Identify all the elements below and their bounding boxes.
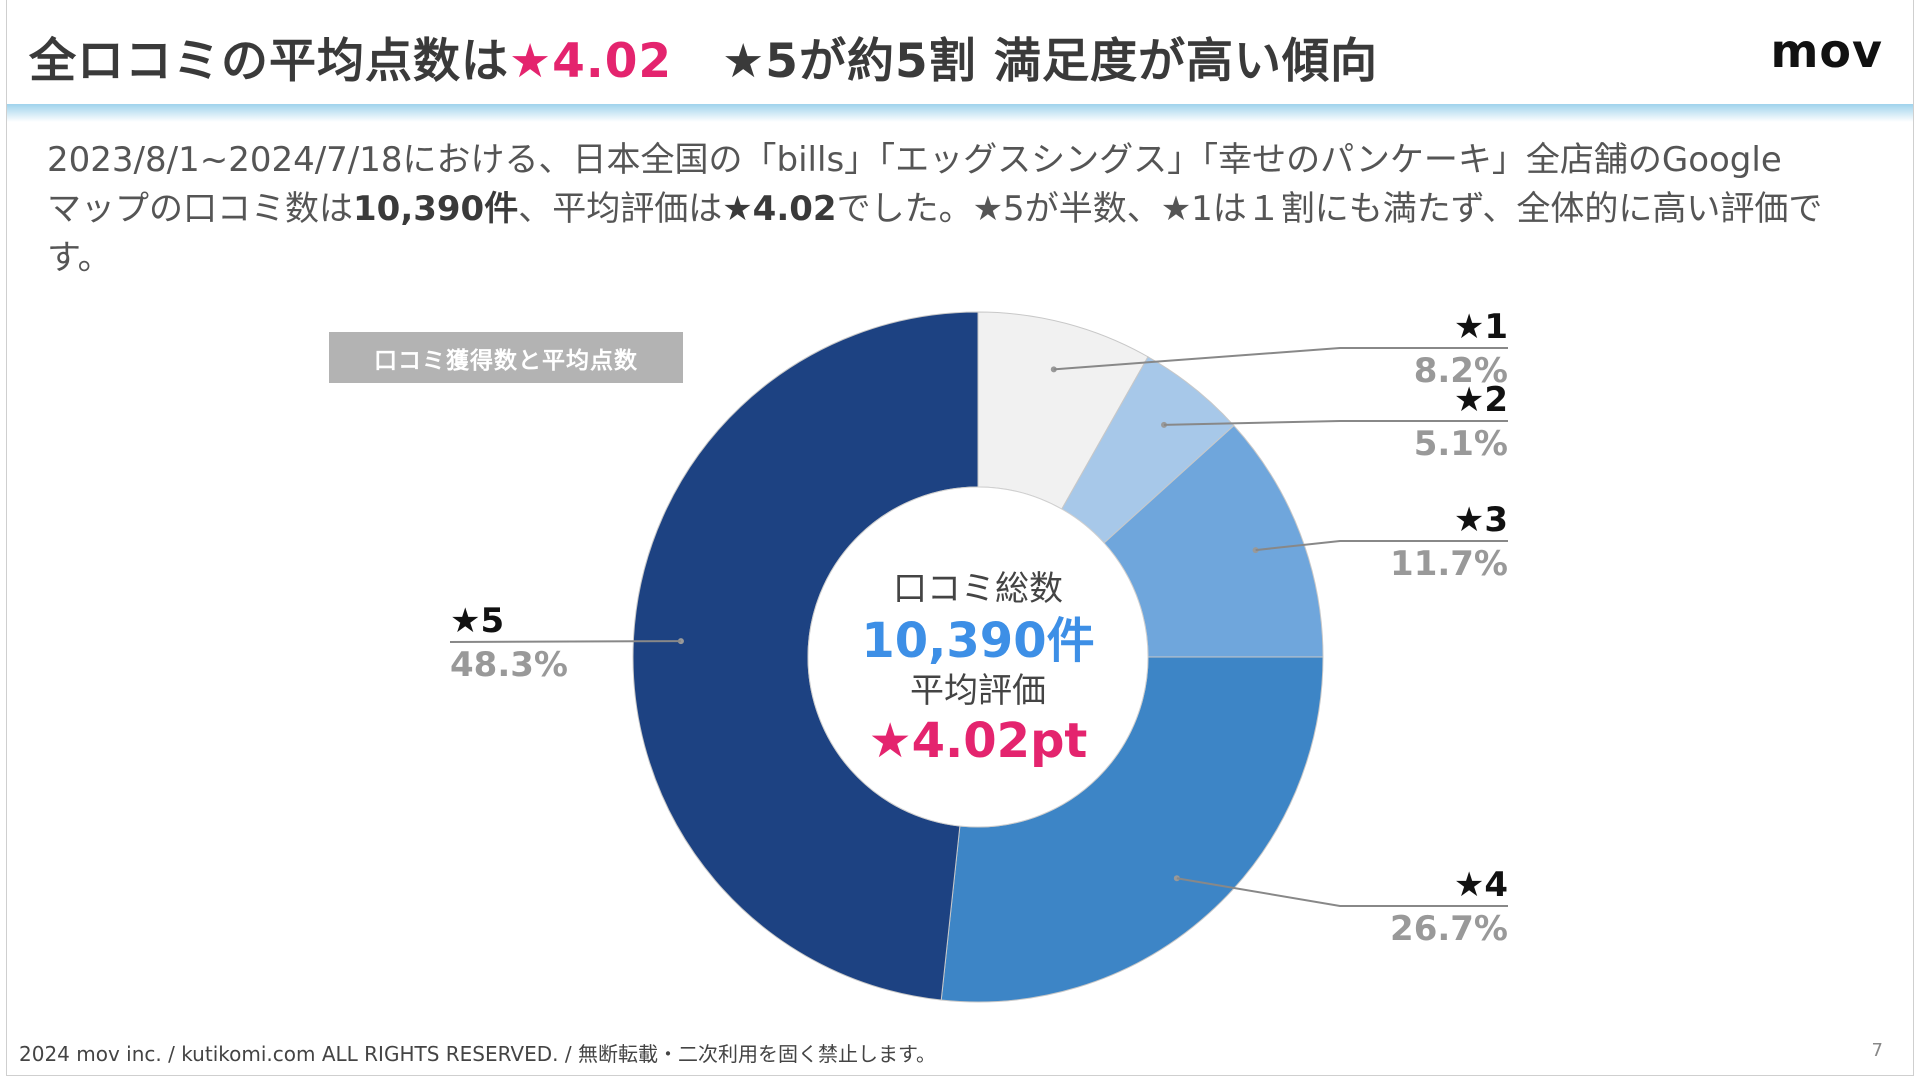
header-divider	[7, 104, 1913, 122]
page-number: 7	[1871, 1040, 1883, 1061]
slice-value-label-4: 26.7%	[1390, 909, 1508, 949]
slice-value-label-1: 8.2%	[1414, 351, 1508, 391]
brand-logo: mov	[1770, 24, 1883, 78]
slice-category-label-3: ★3	[1454, 500, 1508, 540]
desc-line2b: 、平均評価は	[518, 189, 723, 229]
slice-value-label-2: 5.1%	[1414, 424, 1508, 464]
desc-count: 10,390件	[353, 189, 519, 229]
title-score: ★4.02	[509, 34, 673, 89]
page-title: 全ロコミの平均点数は★4.02 ★5が約5割 満足度が高い傾向	[29, 22, 1378, 91]
donut-slices	[632, 311, 1324, 1003]
slice-value-label-3: 11.7%	[1390, 544, 1508, 584]
donut-hole	[807, 486, 1149, 828]
title-rest: ★5が約5割 満足度が高い傾向	[722, 34, 1379, 89]
center-avg-label: 平均評価	[910, 671, 1046, 711]
slice-category-label-4: ★4	[1454, 865, 1508, 905]
center-total-value: 10,390件	[861, 613, 1094, 669]
title-main: 全ロコミの平均点数は	[29, 34, 509, 89]
leader-line-2	[1163, 420, 1508, 426]
desc-line2a: マップの口コミ数は	[47, 189, 353, 229]
slice-value-label-5: 48.3%	[450, 645, 568, 685]
leader-line-5	[449, 640, 681, 643]
description: 2023/8/1~2024/7/18における、日本全国の「bills」「エッグス…	[47, 136, 1887, 283]
leader-line-3	[1255, 540, 1508, 552]
header: 全ロコミの平均点数は★4.02 ★5が約5割 満足度が高い傾向 mov	[7, 0, 1913, 105]
desc-score: ★4.02	[722, 189, 837, 229]
slice-labels: ★18.2%★25.1% ★311.7% ★426.7% ★548.3%	[450, 307, 1508, 949]
leader-line-1	[1053, 347, 1508, 371]
center-total-label: 口コミ総数	[893, 569, 1063, 609]
leader-line-4	[1176, 877, 1508, 907]
footer-copyright: 2024 mov inc. / kutikomi.com ALL RIGHTS …	[19, 1042, 936, 1066]
slice-category-label-5: ★5	[450, 601, 504, 641]
center-avg-value: ★4.02pt	[869, 713, 1088, 769]
leader-lines	[449, 347, 1508, 907]
donut-center: 口コミ総数 10,390件 平均評価 ★4.02pt	[861, 569, 1094, 769]
chart-title-badge: 口コミ獲得数と平均点数	[329, 332, 683, 383]
desc-line1: 2023/8/1~2024/7/18における、日本全国の「bills」「エッグス…	[47, 140, 1782, 180]
slice-category-label-2: ★2	[1454, 380, 1508, 420]
slice-category-label-1: ★1	[1454, 307, 1508, 347]
desc-line2c: でした。★5が半数、★1は１割にも満たず、全体的に高い評価です。	[47, 189, 1823, 278]
